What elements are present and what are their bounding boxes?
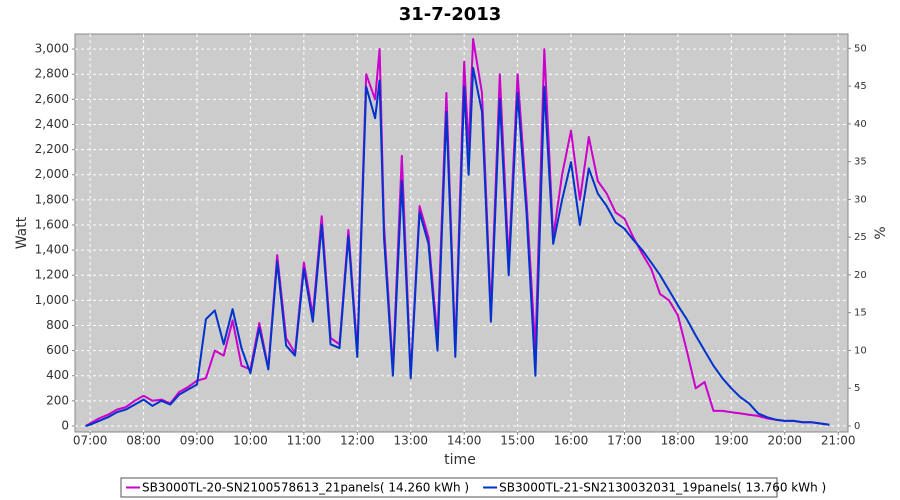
y-tick-label: 1,000 bbox=[35, 293, 69, 307]
x-tick-label: 09:00 bbox=[180, 434, 215, 448]
y2-tick-label: 15 bbox=[854, 308, 867, 319]
x-tick-label: 18:00 bbox=[661, 434, 696, 448]
y2-tick-label: 25 bbox=[854, 232, 867, 243]
y2-tick-label: 20 bbox=[854, 270, 867, 281]
x-tick-label: 14:00 bbox=[447, 434, 482, 448]
y-tick-label: 0 bbox=[61, 418, 69, 432]
legend-label: SB3000TL-20-SN2100578613_21panels( 14.26… bbox=[142, 481, 469, 495]
y-tick-label: 2,800 bbox=[35, 67, 69, 81]
y-tick-label: 2,000 bbox=[35, 167, 69, 181]
y-tick-label: 600 bbox=[46, 343, 69, 357]
y-tick-label: 2,600 bbox=[35, 92, 69, 106]
x-tick-label: 07:00 bbox=[73, 434, 108, 448]
y-tick-label: 3,000 bbox=[35, 42, 69, 56]
x-tick-label: 19:00 bbox=[714, 434, 749, 448]
y-tick-label: 200 bbox=[46, 393, 69, 407]
y-tick-label: 2,400 bbox=[35, 117, 69, 131]
y2-tick-label: 5 bbox=[854, 383, 860, 394]
y2-tick-label: 50 bbox=[854, 43, 867, 54]
x-tick-label: 10:00 bbox=[233, 434, 268, 448]
y-tick-label: 800 bbox=[46, 318, 69, 332]
y-tick-label: 2,200 bbox=[35, 142, 69, 156]
y-tick-label: 1,200 bbox=[35, 268, 69, 282]
y2-tick-label: 35 bbox=[854, 157, 867, 168]
legend-label: SB3000TL-21-SN2130032031_19panels( 13.76… bbox=[499, 481, 826, 495]
x-tick-label: 21:00 bbox=[821, 434, 856, 448]
y-tick-label: 1,800 bbox=[35, 192, 69, 206]
x-tick-label: 08:00 bbox=[126, 434, 161, 448]
x-tick-label: 20:00 bbox=[767, 434, 802, 448]
x-tick-label: 17:00 bbox=[607, 434, 642, 448]
x-tick-label: 12:00 bbox=[340, 434, 375, 448]
y2-tick-label: 30 bbox=[854, 194, 867, 205]
plot-area bbox=[74, 33, 849, 433]
y-tick-label: 1,400 bbox=[35, 243, 69, 257]
x-tick-label: 13:00 bbox=[393, 434, 428, 448]
y-tick-label: 400 bbox=[46, 368, 69, 382]
y-tick-label: 1,600 bbox=[35, 217, 69, 231]
y-axis-label: Watt bbox=[14, 216, 30, 249]
y2-tick-label: 40 bbox=[854, 119, 867, 130]
y2-tick-label: 10 bbox=[854, 345, 867, 356]
x-tick-label: 11:00 bbox=[287, 434, 322, 448]
chart-title: 31-7-2013 bbox=[399, 4, 502, 25]
x-tick-label: 16:00 bbox=[554, 434, 589, 448]
x-axis-label: time bbox=[444, 452, 476, 468]
y2-axis-label: % bbox=[873, 226, 889, 239]
y2-tick-label: 45 bbox=[854, 81, 867, 92]
x-tick-label: 15:00 bbox=[500, 434, 535, 448]
legend bbox=[120, 477, 778, 498]
y2-tick-label: 0 bbox=[854, 421, 860, 432]
series-line bbox=[85, 66, 830, 427]
